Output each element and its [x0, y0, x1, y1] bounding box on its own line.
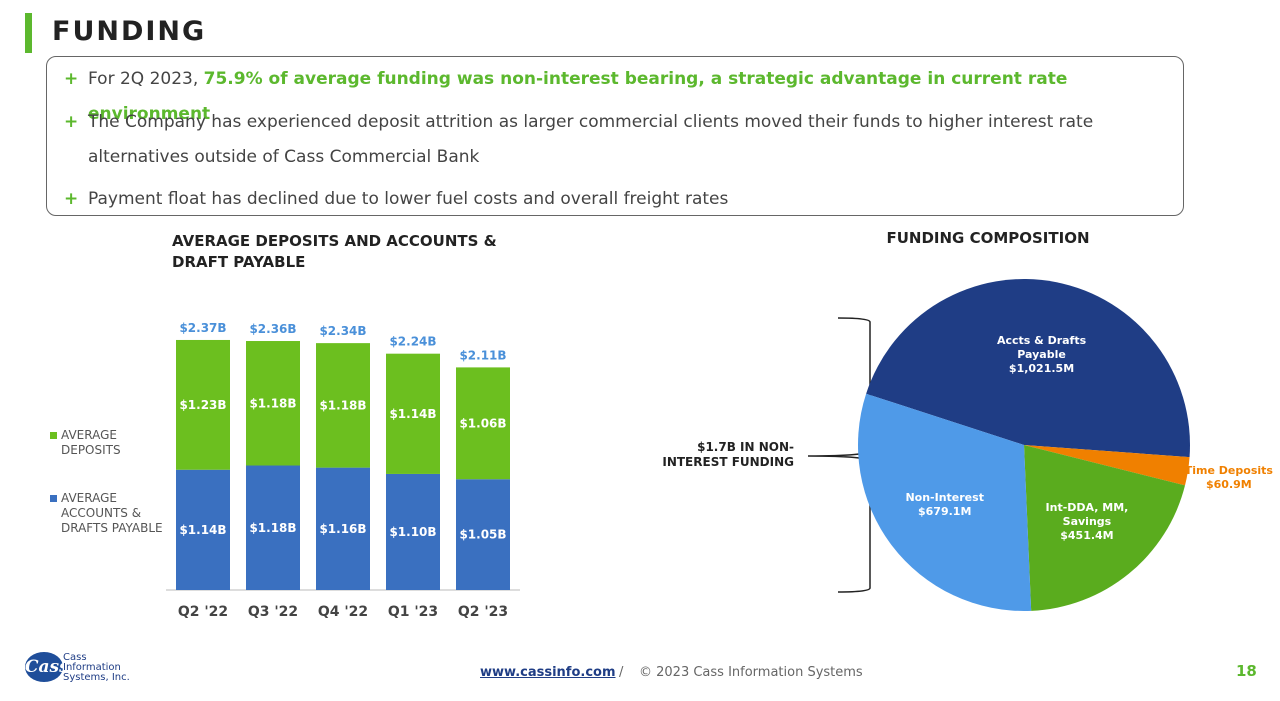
brace [807, 317, 871, 593]
total-label: $2.11B [459, 348, 506, 362]
bar-segment [316, 343, 370, 468]
value-label: $1,021.5M [1008, 362, 1075, 376]
value-label: $1.05B [459, 528, 506, 542]
value-label: $1.16B [319, 522, 366, 536]
value-label: $60.9M [1205, 477, 1252, 491]
bar-segment [456, 367, 510, 480]
category-label: Accts & Drafts Payable [996, 334, 1087, 362]
value-label: $679.1M [918, 505, 972, 519]
company: Cass Information Systems, Inc. [63, 652, 130, 683]
chart-title: AVERAGE DEPOSITS AND ACCOUNTS & DRAFT PA… [172, 232, 497, 271]
bar-segment [246, 465, 300, 590]
copyright: © 2023 Cass Information Systems [639, 665, 863, 680]
pie-label: Accts & Drafts Payable $1,021.5M [997, 334, 1087, 376]
bullet: + For 2Q 2023, 75.9% of average funding w… [64, 69, 1068, 124]
page-number: 18 [1236, 662, 1257, 680]
value-label: $1.14B [179, 523, 226, 537]
total-label: $2.37B [179, 321, 226, 335]
pie-slice [858, 393, 1032, 611]
highlight: 75.9% of average funding was non-interes… [88, 69, 1068, 124]
logo: Cass [25, 652, 69, 682]
pie-label: Int-DDA, MM, Savings $451.4M [1032, 501, 1142, 543]
bar-segment [456, 479, 510, 590]
pie-slice [1024, 445, 1190, 486]
text: For 2Q 2023, [88, 69, 204, 89]
bar-segment [316, 467, 370, 590]
pie-label: Non-Interest $679.1M [890, 491, 1000, 519]
link[interactable]: www.cassinfo.com [480, 665, 616, 680]
pie-slice [1024, 445, 1186, 611]
bar-segment [176, 339, 230, 470]
text: The Company has experienced deposit attr… [88, 112, 1094, 167]
legend-swatch [50, 432, 57, 439]
separator: / [619, 665, 624, 680]
value-label: $1.14B [389, 407, 436, 421]
bar-segment [386, 353, 440, 474]
legend-swatch [50, 495, 57, 502]
value-label: $1.10B [389, 525, 436, 539]
bar-segment [386, 473, 440, 590]
legend-label: AVERAGE DEPOSITS [61, 428, 121, 457]
total-label: $2.36B [249, 322, 296, 336]
chart-title: FUNDING COMPOSITION [886, 229, 1090, 247]
value-label: $1.18B [249, 521, 296, 535]
total-label: $2.24B [389, 335, 436, 349]
annotation: $1.7B IN NON-INTEREST FUNDING [662, 440, 794, 469]
total-label: $2.34B [319, 324, 366, 338]
x-tick-label: Q2 '22 [178, 604, 228, 620]
x-tick-label: Q3 '22 [248, 604, 298, 620]
accent-bar [25, 13, 32, 53]
value-label: $1.06B [459, 416, 506, 430]
value-label: $1.23B [179, 398, 226, 412]
value-label: $1.18B [319, 398, 366, 412]
bullet-box [46, 56, 1184, 216]
value-label: $451.4M [1060, 529, 1114, 543]
text: Payment float has declined due to lower … [88, 189, 729, 209]
x-tick-label: Q1 '23 [388, 604, 438, 620]
legend-label: AVERAGE ACCOUNTS & DRAFTS PAYABLE [61, 491, 163, 535]
bullet: + Payment float has declined due to lower… [64, 182, 1154, 217]
value-label: $1.18B [249, 396, 296, 410]
bar-segment [246, 341, 300, 466]
category-label: Time Deposits [1184, 463, 1273, 477]
category-label: Non-Interest [905, 491, 984, 505]
pie-label: Time Deposits $60.9M [1174, 464, 1280, 492]
x-tick-label: Q2 '23 [458, 604, 508, 620]
category-label: Int-DDA, MM, Savings [1045, 501, 1129, 529]
bar-segment [176, 469, 230, 590]
bullet: + The Company has experienced deposit att… [64, 105, 1154, 175]
pie-slice [866, 279, 1190, 458]
x-tick-label: Q4 '22 [318, 604, 368, 620]
title: FUNDING [52, 16, 207, 47]
